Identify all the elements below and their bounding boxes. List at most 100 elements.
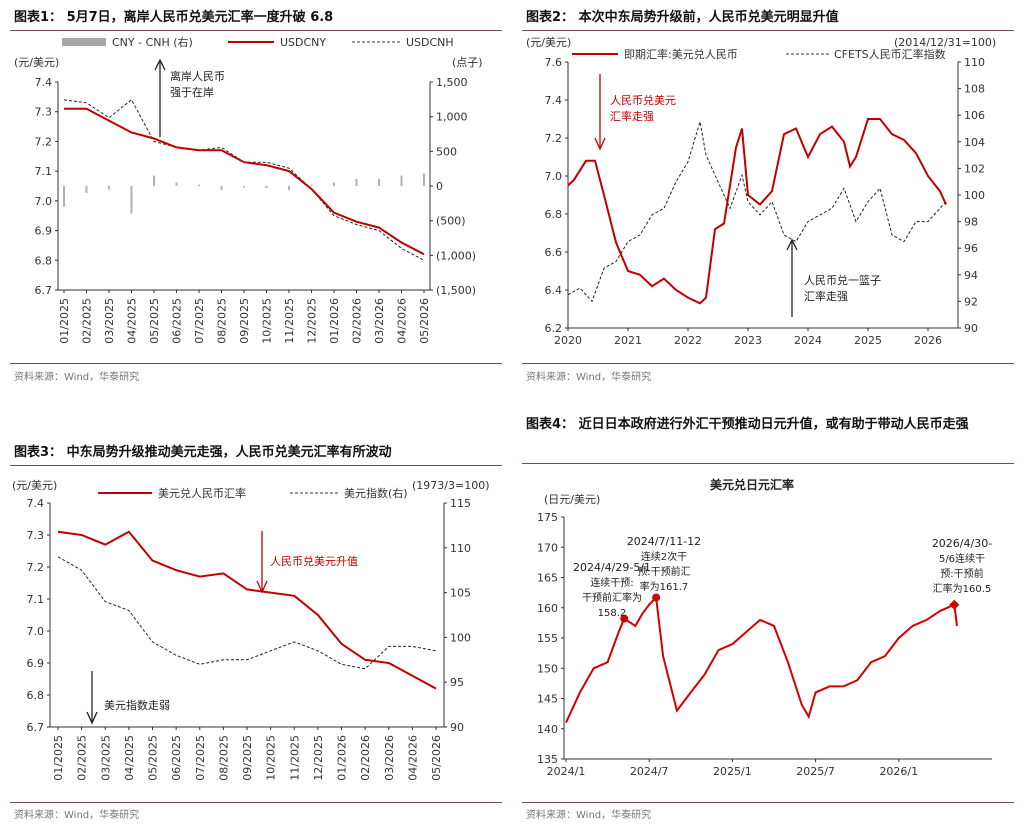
chart-inner-title: 美元兑日元汇率 bbox=[710, 477, 794, 492]
x-tick-label: 04/2026 bbox=[406, 735, 419, 781]
x-tick-label: 04/2025 bbox=[123, 735, 136, 781]
y2-tick-label: 0 bbox=[436, 180, 443, 193]
annotation-text-red: 汇率走强 bbox=[610, 109, 654, 123]
x-tick-label: 08/2025 bbox=[217, 735, 230, 781]
y2-tick-label: 106 bbox=[964, 109, 985, 122]
bar-cny-cnh bbox=[310, 184, 313, 186]
annotation-text: 连续干预: bbox=[590, 576, 633, 589]
series-line-usdcny bbox=[57, 530, 437, 690]
y-tick-label: 135 bbox=[537, 753, 558, 766]
y-tick-label: 7.4 bbox=[35, 76, 53, 89]
bar-cny-cnh bbox=[355, 179, 358, 186]
y2-tick-label: 96 bbox=[964, 242, 978, 255]
y-tick-label: 7.4 bbox=[27, 497, 45, 510]
annotation-text: 干预前汇率为 bbox=[582, 591, 642, 604]
title-divider bbox=[10, 30, 502, 31]
legend-label-spot: 即期汇率:美元兑人民币 bbox=[624, 47, 738, 61]
y-tick-label: 6.2 bbox=[545, 322, 563, 335]
chart-2-title: 图表2： 本次中东局势升级前，人民币兑美元明显升值 bbox=[526, 10, 839, 25]
x-tick-label: 09/2025 bbox=[238, 298, 251, 344]
x-tick-label: 2023 bbox=[734, 334, 762, 347]
y-tick-label: 7.6 bbox=[545, 56, 563, 69]
chart-4-source: 资料来源：Wind，华泰研究 bbox=[526, 810, 652, 821]
legend-label-usdcny: USDCNY bbox=[280, 36, 326, 49]
annotation-arrowhead bbox=[154, 58, 166, 71]
annotation-arrowhead-red bbox=[594, 137, 606, 151]
bar-cny-cnh bbox=[130, 186, 133, 214]
bar-cny-cnh bbox=[85, 186, 88, 193]
y2-tick-label: 105 bbox=[450, 587, 471, 600]
chart-3-title: 图表3： 中东局势升级推动美元走强，人民币兑美元汇率有所波动 bbox=[14, 445, 392, 460]
series-line-dxy bbox=[57, 556, 437, 670]
series-line-usdcny bbox=[64, 107, 425, 256]
annotation-text: 2026/4/30- bbox=[932, 537, 992, 550]
legend-label-dxy: 美元指数(右) bbox=[344, 486, 408, 500]
y-tick-label: 7.1 bbox=[27, 593, 45, 606]
x-tick-label: 2026/1 bbox=[879, 765, 918, 778]
x-tick-label: 2024 bbox=[794, 334, 822, 347]
x-tick-label: 2026 bbox=[914, 334, 942, 347]
chart-1-source: 资料来源：Wind，华泰研究 bbox=[14, 372, 140, 383]
y-tick-label: 6.8 bbox=[27, 689, 45, 702]
y-tick-label: 7.1 bbox=[35, 165, 53, 178]
chart-panel-2: 图表2： 本次中东局势升级前，人民币兑美元明显升值 (元/美元) (2014/12… bbox=[512, 0, 1024, 400]
x-tick-label: 10/2025 bbox=[261, 298, 274, 344]
title-divider bbox=[10, 465, 502, 466]
y-axis-label: (元/美元) bbox=[14, 56, 59, 69]
x-tick-label: 11/2025 bbox=[283, 298, 296, 344]
x-tick-label: 03/2026 bbox=[373, 298, 386, 344]
chart-4-title: 图表4： 近日日本政府进行外汇干预推动日元升值，或有助于带动人民币走强 bbox=[526, 417, 969, 432]
legend-label-usdcny: 美元兑人民币汇率 bbox=[158, 486, 246, 500]
y-axis-label: (日元/美元) bbox=[544, 493, 600, 506]
y-tick-label: 6.7 bbox=[35, 284, 53, 297]
x-tick-label: 09/2025 bbox=[241, 735, 254, 781]
x-tick-label: 04/2025 bbox=[126, 298, 139, 344]
bar-cny-cnh bbox=[243, 186, 245, 188]
title-divider bbox=[522, 30, 1014, 31]
source-divider bbox=[10, 802, 502, 803]
x-tick-label: 05/2025 bbox=[148, 298, 161, 344]
y2-tick-label: 102 bbox=[964, 162, 985, 175]
y2-tick-label: (1,000) bbox=[436, 249, 476, 262]
y-tick-label: 7.2 bbox=[35, 135, 53, 148]
bar-cny-cnh bbox=[220, 186, 223, 191]
y-tick-label: 7.2 bbox=[545, 132, 563, 145]
y-axis-label: (元/美元) bbox=[12, 479, 57, 492]
annotation-text: 率为161.7 bbox=[640, 580, 689, 593]
chart-2-source: 资料来源：Wind，华泰研究 bbox=[526, 372, 652, 383]
annotation-arrowhead bbox=[86, 711, 98, 725]
annotation-text-red: 人民币兑美元 bbox=[610, 93, 676, 107]
x-tick-label: 02/2025 bbox=[81, 298, 94, 344]
x-tick-label: 03/2025 bbox=[103, 298, 116, 344]
y2-tick-label: 104 bbox=[964, 136, 985, 149]
bar-cny-cnh bbox=[63, 186, 65, 207]
x-tick-label: 01/2026 bbox=[328, 298, 341, 344]
series-line-spot bbox=[567, 118, 947, 305]
y2-tick-label: 100 bbox=[450, 631, 471, 644]
y2-tick-label: 90 bbox=[450, 721, 464, 734]
x-tick-label: 12/2025 bbox=[306, 298, 319, 344]
y2-tick-label: (500) bbox=[436, 215, 466, 228]
y2-axis-label: (点子) bbox=[452, 56, 483, 69]
x-tick-label: 04/2026 bbox=[396, 298, 409, 344]
chart-2-svg: (元/美元) (2014/12/31=100) 即期汇率:美元兑人民币 CFETS人民… bbox=[526, 36, 996, 347]
bar-cny-cnh bbox=[400, 175, 403, 186]
y2-tick-label: 90 bbox=[964, 322, 978, 335]
x-tick-label: 05/2026 bbox=[430, 735, 443, 781]
x-tick-label: 2024/7 bbox=[630, 765, 669, 778]
y-tick-label: 170 bbox=[537, 541, 558, 554]
y2-tick-label: 110 bbox=[964, 56, 985, 69]
y-tick-label: 7.0 bbox=[35, 195, 53, 208]
x-tick-label: 10/2025 bbox=[265, 735, 278, 781]
chart-4-svg: 美元兑日元汇率 (日元/美元) 135 140 145 150 155 160 165 170 17… bbox=[537, 477, 992, 778]
x-tick-label: 08/2025 bbox=[216, 298, 229, 344]
x-tick-label: 07/2025 bbox=[194, 735, 207, 781]
annotation-text: 预:干预前汇 bbox=[637, 565, 690, 578]
y-tick-label: 165 bbox=[537, 572, 558, 585]
y2-tick-label: 1,000 bbox=[436, 111, 468, 124]
y2-axis-label: (2014/12/31=100) bbox=[894, 36, 996, 49]
source-divider bbox=[522, 363, 1014, 364]
annotation-text: 强于在岸 bbox=[170, 86, 214, 99]
annotation-text: 2024/4/29-5/1 bbox=[573, 561, 651, 574]
annotation-text: 2024/7/11-12 bbox=[627, 535, 701, 548]
